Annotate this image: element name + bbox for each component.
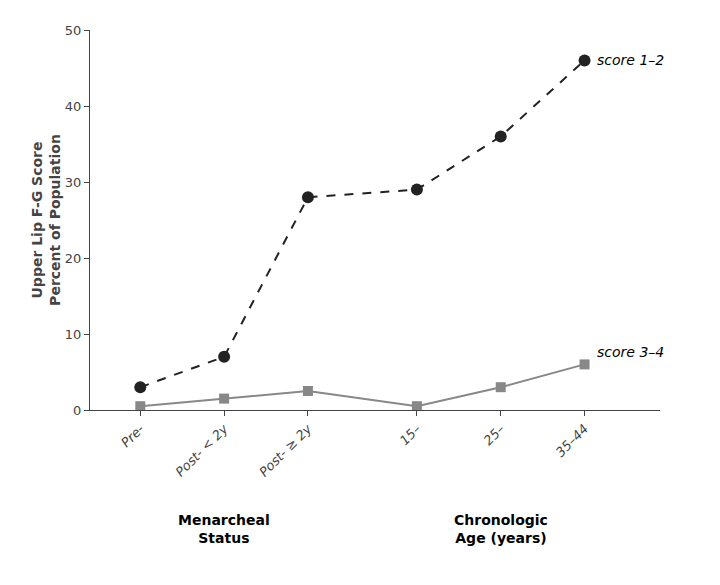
svg-text:score 1–2: score 1–2 xyxy=(597,52,664,68)
svg-text:15–: 15– xyxy=(397,421,424,448)
svg-text:30: 30 xyxy=(65,175,82,190)
svg-text:Post- ≥ 2y: Post- ≥ 2y xyxy=(256,421,315,480)
svg-text:score 3–4: score 3–4 xyxy=(597,344,664,360)
svg-text:Post- < 2y: Post- < 2y xyxy=(173,421,232,480)
svg-text:40: 40 xyxy=(65,99,82,114)
svg-text:Upper Lip F-G ScorePercent of: Upper Lip F-G ScorePercent of Population xyxy=(29,134,63,306)
svg-text:ChronologicAge (years): ChronologicAge (years) xyxy=(454,512,548,546)
svg-text:MenarchealStatus: MenarchealStatus xyxy=(178,512,270,546)
svg-text:25–: 25– xyxy=(481,421,508,448)
svg-text:50: 50 xyxy=(65,23,82,38)
svg-text:35–44: 35–44 xyxy=(553,421,592,460)
svg-text:0: 0 xyxy=(73,403,81,418)
svg-text:Pre-: Pre- xyxy=(118,421,147,450)
svg-text:20: 20 xyxy=(65,251,82,266)
svg-text:10: 10 xyxy=(65,327,82,342)
